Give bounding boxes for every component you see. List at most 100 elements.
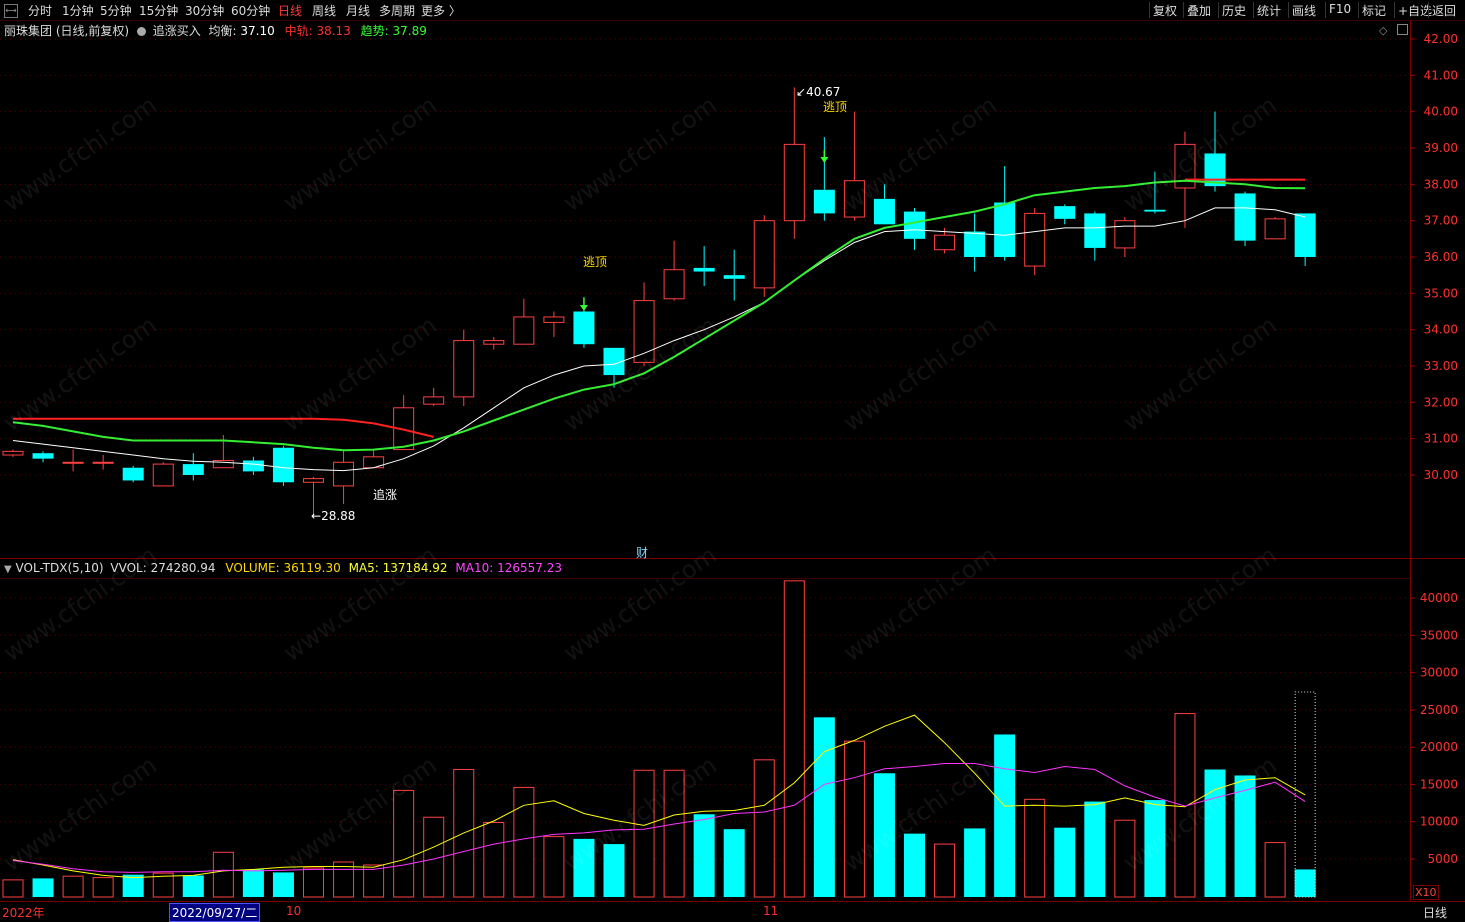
candle-body-up <box>2 450 24 456</box>
volume-bar-up <box>62 875 84 898</box>
candle-body-down <box>1054 206 1076 219</box>
toolbar-button-0[interactable]: 复权 <box>1153 4 1178 18</box>
volume-bar-down <box>1204 769 1226 897</box>
toolbar-button-4[interactable]: 画线 <box>1292 4 1317 18</box>
price-tick-label: 33.00 <box>1424 359 1458 373</box>
volume-bar-down <box>573 838 595 897</box>
candle-body-down <box>1294 213 1316 257</box>
volume-bar-up <box>1114 819 1136 898</box>
toolbar-separator <box>1394 2 1395 18</box>
avg-label: 均衡: <box>208 24 237 38</box>
candle-body-down <box>964 231 986 257</box>
period-tab-5[interactable]: 60分钟 <box>231 4 271 18</box>
toolbar-button-1[interactable]: 叠加 <box>1187 4 1212 18</box>
volume-bar-up <box>1264 842 1286 898</box>
toolbar-separator <box>1288 2 1289 18</box>
candle-body-down <box>242 460 264 472</box>
finance-marker[interactable]: 财 <box>636 546 649 560</box>
period-tab-9[interactable]: 多周期 <box>379 4 416 18</box>
month-11-label: 11 <box>763 904 779 918</box>
volume-indicator-name[interactable]: VOL-TDX(5,10) <box>15 561 104 575</box>
volume-bar-down <box>873 773 895 897</box>
volume-bar-down <box>32 878 54 897</box>
candle-body-down <box>693 267 715 272</box>
price-grid <box>0 38 1410 476</box>
volume-bar-up <box>543 836 565 898</box>
period-tab-4[interactable]: 30分钟 <box>185 4 225 18</box>
indicator-name[interactable]: 追涨买入 <box>152 24 201 38</box>
volume-tick-label: 10000 <box>1420 815 1458 829</box>
volume-bar-down <box>1234 775 1256 897</box>
period-tab-2[interactable]: 5分钟 <box>100 4 132 18</box>
volume-bar-up <box>1174 713 1196 898</box>
volume-projection-bar <box>1294 691 1316 898</box>
period-tab-0[interactable]: 分时 <box>28 4 53 18</box>
volume-bars <box>2 580 1316 898</box>
toolbar-separator <box>1218 2 1219 18</box>
candle-body-down <box>573 311 595 345</box>
volume-bar-up <box>92 877 114 898</box>
candle-body-down <box>272 447 294 483</box>
candle-body-down <box>1144 209 1166 212</box>
candle-body-up <box>1024 212 1046 267</box>
volume-bar-down <box>1084 801 1106 897</box>
toolbar-button-6[interactable]: 标记 <box>1362 4 1387 18</box>
period-tab-6[interactable]: 日线 <box>278 4 303 18</box>
volume-bar-down <box>182 875 204 897</box>
volume-bar-up <box>1024 798 1046 898</box>
toolbar-button-2[interactable]: 历史 <box>1222 4 1247 18</box>
volume-bar-up <box>212 851 234 898</box>
avg-value: 37.10 <box>240 24 275 38</box>
period-tab-10[interactable]: 更多 〉 <box>421 4 461 18</box>
toolbar-separator <box>1325 2 1326 18</box>
toolbar-left-icon[interactable]: ⟷ <box>4 4 18 18</box>
volume-bar-up <box>393 789 415 898</box>
diamond-icon[interactable]: ◇ <box>1379 24 1388 37</box>
price-tick-label: 41.00 <box>1424 68 1458 82</box>
mid-label: 中轨: <box>284 24 313 38</box>
candle-body-up <box>513 316 535 345</box>
price-tick-label: 40.00 <box>1424 105 1458 119</box>
period-tab-8[interactable]: 月线 <box>346 4 371 18</box>
chevron-down-icon[interactable]: ▼ <box>4 564 12 575</box>
candle-body-down <box>1234 193 1256 241</box>
panel-toggle-icon[interactable] <box>1397 24 1408 35</box>
low-price-label: ←28.88 <box>311 509 355 523</box>
month-10-label: 10 <box>286 904 302 918</box>
candle-body-up <box>1114 220 1136 249</box>
candle-body-up <box>663 269 685 300</box>
candle-body-down <box>1204 153 1226 187</box>
volume-bar-up <box>783 580 805 898</box>
volume-bar-down <box>813 717 835 897</box>
candle-body-down <box>813 189 835 214</box>
volume-bar-up <box>2 879 24 898</box>
chart-period: (日线,前复权) <box>55 24 130 38</box>
volume-value: 36119.30 <box>283 561 341 575</box>
volume-label: VOLUME: <box>225 561 280 575</box>
volume-bar-down <box>723 829 745 897</box>
stock-name: 丽珠集团 <box>4 24 53 38</box>
candle-body-down <box>904 211 925 239</box>
period-button[interactable]: 日线 <box>1423 906 1448 920</box>
period-tab-3[interactable]: 15分钟 <box>139 4 179 18</box>
toolbar-button-8[interactable]: 返回 <box>1432 4 1457 18</box>
high-value: 40.67 <box>806 85 841 99</box>
candle-body-down <box>32 453 54 459</box>
toolbar-separator <box>1253 2 1254 18</box>
trend-label: 趋势: <box>360 24 389 38</box>
toolbar-button-7[interactable]: +自选 <box>1398 4 1433 18</box>
signal-arrow-head <box>820 157 829 163</box>
toolbar-button-3[interactable]: 统计 <box>1257 4 1282 18</box>
period-tab-7[interactable]: 周线 <box>312 4 337 18</box>
candle-body-up <box>843 180 865 218</box>
candle-body-up <box>543 316 565 323</box>
indicator-toggle-icon[interactable] <box>136 27 146 36</box>
toolbar-separator <box>1428 2 1429 18</box>
candle-body-up <box>934 234 956 251</box>
ma10-label: MA10: <box>455 561 494 575</box>
toolbar-button-5[interactable]: F10 <box>1329 2 1352 16</box>
volume-bar-up <box>843 740 865 898</box>
price-tick-label: 36.00 <box>1424 250 1458 264</box>
period-tab-1[interactable]: 1分钟 <box>62 4 94 18</box>
